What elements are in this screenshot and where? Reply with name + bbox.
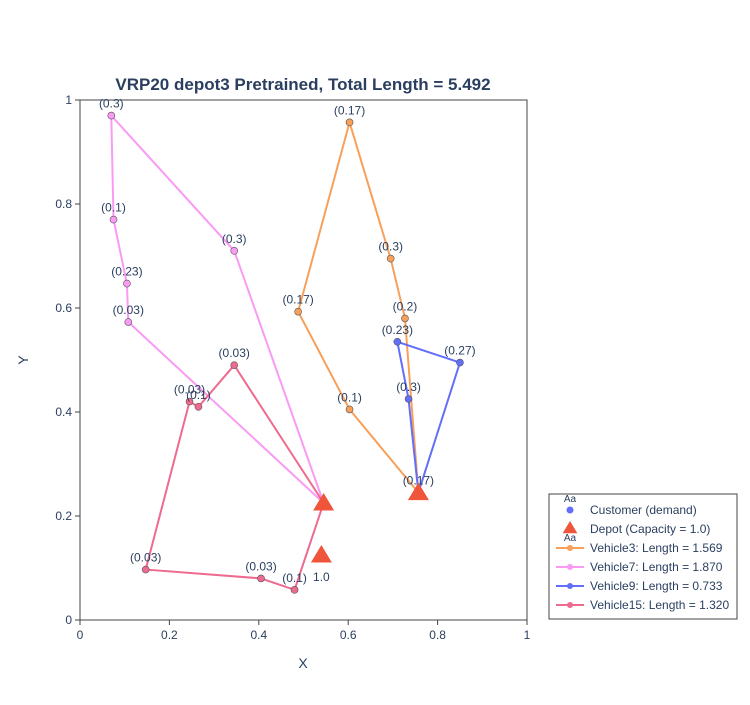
route-line-vehicle15 [144, 364, 325, 591]
legend-item[interactable]: Aa Customer (demand) [564, 494, 697, 517]
depot-marker [407, 482, 429, 501]
x-tick-label: 0 [77, 628, 84, 642]
legend-symbol-text: Aa [564, 533, 577, 544]
legend-triangle-symbol [562, 521, 578, 534]
y-tick-label: 0.2 [55, 509, 72, 523]
demand-label: (0.3) [99, 97, 124, 111]
y-tick-label: 0.6 [55, 301, 72, 315]
demand-label: (0.17) [282, 293, 313, 307]
customer-point [345, 405, 354, 414]
legend-label: Vehicle15: Length = 1.320 [590, 598, 729, 612]
x-tick-label: 1 [524, 628, 531, 642]
customer-points [107, 111, 464, 594]
demand-label: (0.1) [186, 388, 211, 402]
customer-point [401, 314, 409, 323]
x-axis-title: X [298, 655, 308, 671]
customer-point [345, 118, 354, 127]
demand-label: (0.1) [101, 201, 126, 215]
demand-label: (0.03) [113, 303, 144, 317]
legend-dot-symbol [566, 506, 574, 514]
x-axis-ticks: 0 0.2 0.4 0.6 0.8 1 [77, 620, 531, 642]
legend-item[interactable]: Vehicle9: Length = 0.733 [556, 579, 723, 593]
legend-item[interactable]: Vehicle7: Length = 1.870 [556, 560, 723, 574]
y-tick-label: 1 [65, 93, 72, 107]
demand-label: (0.1) [282, 571, 307, 585]
customer-point [257, 574, 265, 583]
legend-label: Depot (Capacity = 1.0) [590, 522, 710, 536]
y-axis-title: Y [15, 355, 31, 365]
x-tick-label: 0.8 [429, 628, 446, 642]
customer-point [194, 402, 203, 411]
demand-label: (0.03) [245, 559, 276, 573]
demand-label: (0.1) [337, 390, 362, 404]
customer-point [393, 337, 402, 346]
x-tick-label: 0.2 [161, 628, 178, 642]
demand-label: (0.3) [378, 240, 403, 254]
legend-label: Vehicle7: Length = 1.870 [590, 560, 723, 574]
x-tick-label: 0.6 [340, 628, 357, 642]
customer-point [294, 307, 302, 316]
x-tick-label: 0.4 [250, 628, 267, 642]
depot-marker [313, 493, 335, 511]
legend-item[interactable]: Vehicle3: Length = 1.569 [556, 541, 723, 555]
legend-line-dot [567, 564, 573, 570]
customer-point [290, 586, 299, 594]
demand-label: (0.3) [222, 232, 247, 246]
demand-label: (0.17) [334, 103, 365, 117]
demand-label: (0.27) [444, 344, 475, 358]
legend-line-dot [567, 602, 573, 608]
legend-box [548, 493, 738, 620]
customer-point [124, 318, 133, 326]
customer-point [107, 111, 116, 120]
depot-label: 1.0 [313, 570, 330, 584]
legend-item[interactable]: Aa Depot (Capacity = 1.0) [562, 521, 711, 544]
legend-symbol-text: Aa [564, 494, 577, 505]
demand-label: (0.03) [174, 383, 205, 397]
legend: Aa Customer (demand) Aa Depot (Capacity = 1… [548, 493, 738, 620]
customer-point [230, 247, 239, 255]
demand-labels: (0.1) (0.17) (0.17) (0.3) (0.2) (0.3) (0.3) (0.… [99, 97, 476, 585]
y-tick-label: 0.8 [55, 197, 72, 211]
legend-label: Customer (demand) [590, 503, 697, 517]
customer-point [141, 565, 150, 574]
demand-label: (0.17) [403, 474, 434, 488]
demand-label: (0.23) [111, 265, 142, 279]
y-tick-label: 0.4 [55, 405, 72, 419]
customer-point [230, 361, 239, 370]
y-tick-label: 0 [65, 613, 72, 627]
demand-label: (0.23) [382, 323, 413, 337]
legend-label: Vehicle3: Length = 1.569 [590, 541, 723, 555]
depot-markers: 1.0 [310, 482, 429, 584]
demand-label: (0.2) [393, 299, 418, 313]
legend-line-dot [567, 545, 573, 551]
customer-point [185, 397, 194, 406]
customer-point [123, 279, 131, 288]
customer-point [456, 358, 464, 367]
legend-label: Vehicle9: Length = 0.733 [590, 579, 723, 593]
legend-line-dot [567, 583, 573, 589]
depot-marker [310, 545, 332, 563]
demand-label: (0.03) [130, 551, 161, 565]
customer-point [109, 215, 118, 224]
customer-point [404, 395, 413, 403]
y-axis-ticks: 0 0.2 0.4 0.6 0.8 1 [55, 93, 80, 627]
legend-item[interactable]: Vehicle15: Length = 1.320 [556, 598, 729, 612]
plot-area [79, 99, 528, 621]
demand-label: (0.03) [219, 346, 250, 360]
chart-title: VRP20 depot3 Pretrained, Total Length = … [115, 75, 490, 94]
customer-point [386, 254, 395, 263]
demand-label: (0.3) [396, 380, 421, 394]
